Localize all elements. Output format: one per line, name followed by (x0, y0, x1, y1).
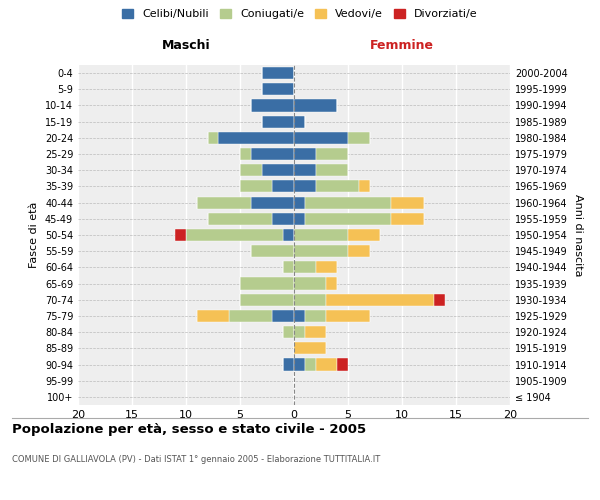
Text: Popolazione per età, sesso e stato civile - 2005: Popolazione per età, sesso e stato civil… (12, 422, 366, 436)
Bar (283, 326, 294, 338)
Bar (175, 229, 186, 241)
Bar (240, 294, 294, 306)
Bar (391, 196, 424, 208)
Bar (229, 310, 272, 322)
Bar (294, 278, 326, 289)
Bar (305, 310, 326, 322)
Bar (348, 229, 380, 241)
Bar (391, 212, 424, 225)
Bar (208, 212, 272, 225)
Bar (294, 100, 337, 112)
Bar (262, 67, 294, 79)
Bar (283, 229, 294, 241)
Bar (326, 310, 370, 322)
Bar (251, 245, 294, 258)
Bar (305, 212, 391, 225)
Bar (348, 245, 370, 258)
Bar (294, 326, 305, 338)
Text: Maschi: Maschi (161, 39, 211, 52)
Bar (294, 148, 316, 160)
Bar (218, 132, 294, 144)
Bar (240, 180, 272, 192)
Bar (251, 148, 294, 160)
Bar (294, 164, 316, 176)
Bar (240, 278, 294, 289)
Y-axis label: Anni di nascita: Anni di nascita (573, 194, 583, 276)
Bar (316, 262, 337, 274)
Bar (305, 196, 391, 208)
Bar (186, 229, 283, 241)
Bar (251, 100, 294, 112)
Bar (294, 132, 348, 144)
Bar (294, 342, 326, 354)
Bar (272, 310, 294, 322)
Text: Femmine: Femmine (370, 39, 434, 52)
Bar (262, 83, 294, 96)
Bar (316, 180, 359, 192)
Bar (272, 180, 294, 192)
Bar (294, 294, 326, 306)
Bar (326, 278, 337, 289)
Bar (294, 262, 316, 274)
Bar (316, 148, 348, 160)
Bar (294, 116, 305, 128)
Bar (305, 326, 326, 338)
Bar (305, 358, 316, 370)
Bar (294, 310, 305, 322)
Y-axis label: Fasce di età: Fasce di età (29, 202, 39, 268)
Bar (240, 148, 251, 160)
Bar (240, 164, 262, 176)
Bar (294, 358, 305, 370)
Bar (283, 262, 294, 274)
Bar (294, 229, 348, 241)
Bar (262, 164, 294, 176)
Bar (272, 212, 294, 225)
Bar (197, 310, 229, 322)
Bar (262, 116, 294, 128)
Bar (294, 196, 305, 208)
Bar (348, 132, 370, 144)
Bar (283, 358, 294, 370)
Bar (294, 245, 348, 258)
Bar (251, 196, 294, 208)
Bar (294, 180, 316, 192)
Bar (359, 180, 370, 192)
Bar (316, 164, 348, 176)
Bar (337, 358, 348, 370)
Bar (197, 196, 251, 208)
Bar (294, 212, 305, 225)
Bar (326, 294, 434, 306)
Bar (208, 132, 218, 144)
Legend: Celibi/Nubili, Coniugati/e, Vedovi/e, Divorziati/e: Celibi/Nubili, Coniugati/e, Vedovi/e, Di… (119, 6, 481, 22)
Bar (434, 294, 445, 306)
Text: COMUNE DI GALLIAVOLA (PV) - Dati ISTAT 1° gennaio 2005 - Elaborazione TUTTITALIA: COMUNE DI GALLIAVOLA (PV) - Dati ISTAT 1… (12, 455, 380, 464)
Bar (316, 358, 337, 370)
